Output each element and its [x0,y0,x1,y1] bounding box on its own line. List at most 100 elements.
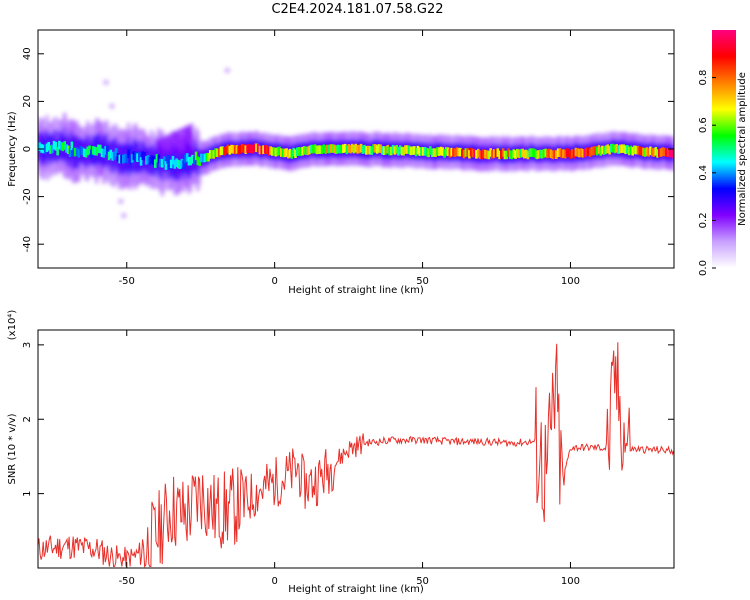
spectrogram-core-cell [634,145,638,155]
spectrogram-core-cell [453,148,457,158]
spectrogram-core-cell [437,147,441,156]
spectrogram-core-cell [496,148,500,157]
spectrogram-core-cell [524,149,528,159]
spectrogram-core-cell [228,146,232,155]
spectrogram-core-cell [535,150,539,160]
spectrogram-core-cell [485,150,489,159]
spectrogram-core-cell [507,148,510,157]
spectrogram-core-cell [631,146,634,156]
spectrogram-core-cell [622,144,626,153]
spectrogram-core-cell [636,145,640,155]
spectrogram-halo-cell [188,124,191,154]
spectrogram-core-cell [276,147,280,156]
spectrogram-core-cell [320,145,324,154]
spectrogram-ytick-label: 20 [22,95,33,108]
spectrogram-core-cell [480,150,484,160]
spectrogram-core-cell [272,147,276,156]
spectrogram-core-cell [670,148,674,157]
spectrogram-core-cell [613,144,617,154]
spectrogram-core-cell [310,144,313,154]
spectrogram-core-cell [180,158,184,168]
spectrogram-core-cell [418,147,421,156]
spectrogram-core-cell [196,156,200,166]
spectrogram-ytick-label: -20 [22,188,33,204]
spectrogram-core-cell [189,156,193,166]
spectrogram-core-cell [299,147,303,157]
spectrogram-core-cell [533,149,537,158]
spectrogram-core-cell [441,147,445,156]
spectrogram-core-cell [558,148,562,157]
spectrogram-core-cell [386,144,390,154]
spectrogram-core-cell [146,154,150,164]
spectrogram-core-cell [365,146,368,155]
colorbar-gradient [712,30,736,268]
spectrogram-core-cell [129,155,132,165]
spectrogram-core-cell [145,156,148,165]
colorbar: 0.0 0.2 0.4 0.6 0.8 Normalized spectral ampl… [698,30,748,276]
spectrogram-core-cell [313,144,317,153]
spectrogram-core-cell [116,153,120,162]
spectrogram-core-cell [649,146,652,156]
spectrogram-core-cell [40,144,43,153]
spectrogram-core-cell [425,147,429,157]
snr-frame [37,329,675,569]
spectrogram-core-cell [624,145,627,155]
spectrogram-core-cell [301,146,304,156]
spectrogram-core-cell [434,148,437,157]
spectrogram-core-cell [121,154,125,164]
spectrogram-core-cell [377,144,381,153]
spectrogram-halo-cell [174,131,177,154]
spectrogram-core-cell [219,146,223,156]
spectrogram-core-cell [540,149,544,159]
spectrogram-core-cell [492,149,496,158]
spectrogram-core-cell [198,157,201,166]
spectrogram-core-cell [560,149,563,159]
spectrogram-core-cell [93,146,97,156]
spectrogram-halo-cell [162,136,165,154]
spectrogram-core-cell [462,149,466,159]
snr-xtick-label: 100 [561,576,580,587]
spectrogram-core-cell [500,150,503,159]
spectrogram-core-cell [290,150,294,159]
spectrogram-halo-cell [159,137,163,154]
spectrogram-core-cell [255,143,258,153]
spectrogram-core-cell [514,150,517,159]
spectrogram-core-cell [235,145,239,154]
spectrogram-core-cell [125,154,129,164]
spectrogram-core-cell [340,144,343,154]
spectrogram-core-cell [191,154,194,164]
spectrogram-core-cell [342,144,345,153]
spectrogram-core-cell [627,146,631,156]
spectrogram-core-cell [326,144,329,154]
spectrogram-core-cell [512,149,516,158]
spectrogram-core-cell [446,147,450,157]
spectrogram-core-cell [430,148,434,157]
spectrogram-core-cell [661,147,665,156]
spectrogram-ytick-label: -40 [22,236,33,252]
spectrogram-core-cell [106,145,109,155]
spectrogram-core-cell [356,145,359,154]
spectrogram-core-cell [182,160,185,169]
spectrogram-core-cell [361,145,365,154]
spectrogram-core-cell [214,148,217,157]
spectrogram-core-cell [233,145,237,155]
spectrogram-core-cell [610,143,613,153]
spectrogram-core-cell [45,143,49,153]
spectrogram-core-cell [347,144,351,153]
spectrogram-core-cell [308,145,311,155]
spectrogram-core-cell [162,156,166,165]
spectrogram-core-cell [443,149,446,158]
spectrogram-core-cell [262,145,265,154]
spectrogram-core-cell [178,160,182,169]
spectrogram-core-cell [102,149,106,158]
spectrogram-core-cell [594,145,597,155]
spectrogram-core-cell [317,145,320,154]
spectrogram-core-cell [304,146,308,156]
spectrogram-core-cell [647,148,650,157]
spectrogram-core-cell [588,148,592,158]
spectrogram-halo-cell [178,129,182,154]
spectrogram-core-cell [164,161,168,170]
spectrogram-core-cell [416,145,420,155]
spectrogram-halo-cell [185,125,189,154]
spectrogram-core-cell [86,146,90,156]
